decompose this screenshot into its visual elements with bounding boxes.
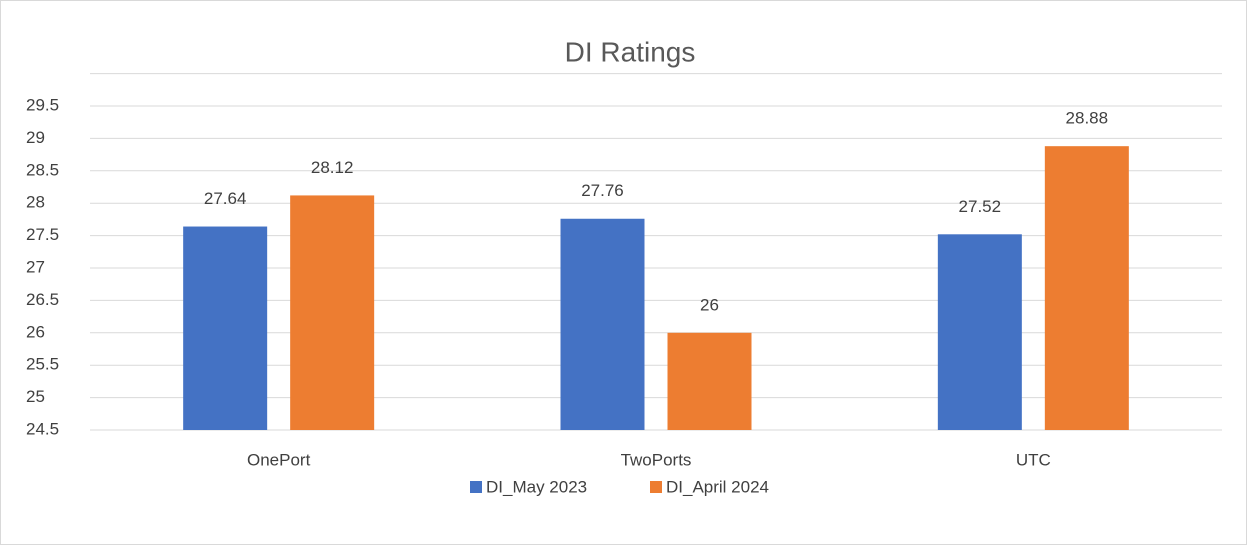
bar xyxy=(1044,146,1129,430)
x-tick-label: UTC xyxy=(1016,450,1051,469)
legend-swatch xyxy=(650,481,662,493)
y-tick-label: 27.5 xyxy=(26,225,59,244)
y-tick-label: 29 xyxy=(26,128,45,147)
bar xyxy=(937,234,1022,430)
chart-title: DI Ratings xyxy=(565,36,696,67)
data-label: 27.64 xyxy=(204,189,247,208)
data-label: 28.12 xyxy=(311,158,354,177)
data-label: 28.88 xyxy=(1066,109,1109,128)
y-tick-label: 26.5 xyxy=(26,290,59,309)
y-tick-label: 25.5 xyxy=(26,355,59,374)
bar xyxy=(183,226,268,430)
data-label: 27.52 xyxy=(959,197,1002,216)
data-label: 27.76 xyxy=(581,181,624,200)
y-tick-label: 29.5 xyxy=(26,95,59,114)
y-tick-label: 28 xyxy=(26,193,45,212)
x-tick-label: OnePort xyxy=(247,450,311,469)
bar xyxy=(560,218,645,430)
bar xyxy=(667,332,752,430)
bar xyxy=(290,195,375,430)
y-tick-label: 28.5 xyxy=(26,160,59,179)
y-tick-label: 26 xyxy=(26,322,45,341)
y-tick-label: 24.5 xyxy=(26,419,59,438)
data-label: 26 xyxy=(700,295,719,314)
y-tick-label: 25 xyxy=(26,387,45,406)
y-tick-label: 27 xyxy=(26,257,45,276)
legend-label: DI_May 2023 xyxy=(486,477,587,496)
legend-swatch xyxy=(470,481,482,493)
x-tick-label: TwoPorts xyxy=(621,450,692,469)
legend-label: DI_April 2024 xyxy=(666,477,769,496)
